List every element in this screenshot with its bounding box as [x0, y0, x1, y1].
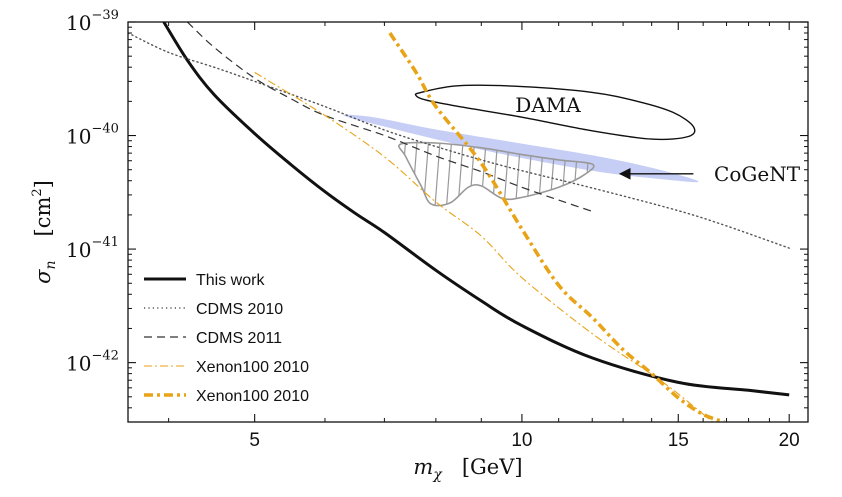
- y-tick-label: 10−42: [66, 349, 119, 376]
- y-axis-label: σn[cm2]: [30, 180, 59, 284]
- hatched-region-outline: [398, 141, 595, 207]
- y-tick-label: 10−41: [66, 235, 119, 262]
- x-tick-label: 20: [779, 430, 800, 451]
- series-xenon100-thin: [254, 71, 714, 422]
- series-xenon100-thick: [388, 32, 725, 422]
- x-axis-label: mχ [GeV]: [413, 455, 522, 483]
- y-tick-label: 10−39: [66, 8, 119, 35]
- legend-label: Xenon100 2010: [196, 359, 309, 376]
- legend: This work CDMS 2010 CDMS 2011 Xenon100 2010…: [144, 272, 309, 405]
- x-tick-label: 5: [249, 430, 260, 451]
- region-cogent: [343, 114, 699, 183]
- legend-label: CDMS 2011: [196, 330, 282, 347]
- x-tick-label: 15: [668, 430, 689, 451]
- legend-label: This work: [196, 272, 265, 289]
- plot-frame: [127, 21, 809, 423]
- y-tick-label: 10−40: [66, 122, 119, 149]
- legend-label: Xenon100 2010: [196, 388, 309, 405]
- regions-layer: [343, 84, 699, 207]
- annotation-dama: DAMA: [515, 93, 581, 117]
- legend-label: CDMS 2010: [196, 301, 283, 318]
- annotation-layer: DAMA CoGeNT: [515, 93, 800, 186]
- x-tick-label: 10: [511, 430, 532, 451]
- series-this-work: [162, 22, 790, 397]
- series-layer: [128, 22, 790, 422]
- annotation-cogent: CoGeNT: [714, 162, 801, 186]
- ticks-layer: 5 10 15 20 10−42 10−41 10−40 10−39: [66, 8, 808, 451]
- series-cdms-2010: [128, 32, 790, 249]
